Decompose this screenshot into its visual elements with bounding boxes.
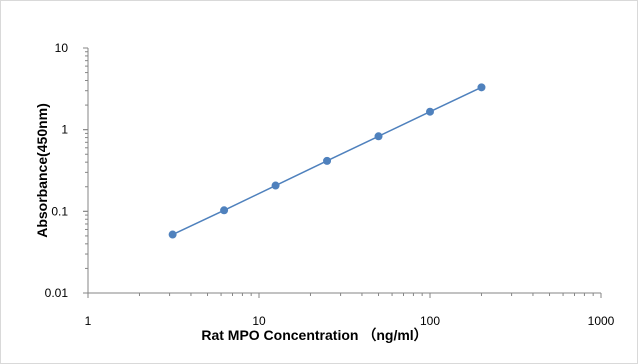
y-tick-label: 1 xyxy=(61,123,68,137)
data-point xyxy=(477,83,486,92)
x-axis-ticks: 1 10 100 1000 xyxy=(85,314,615,328)
data-point xyxy=(426,107,434,116)
axes xyxy=(83,47,602,298)
y-tick-label: 0.01 xyxy=(45,286,69,300)
data-point xyxy=(374,132,383,141)
x-tick-label: 10 xyxy=(252,314,266,328)
data-point xyxy=(271,181,280,190)
data-point xyxy=(220,206,229,215)
data-point xyxy=(168,230,177,239)
x-tick-label: 100 xyxy=(420,314,440,328)
y-axis-title: Absorbance(450nm) xyxy=(34,103,50,238)
x-tick-label: 1 xyxy=(85,314,92,328)
data-point xyxy=(323,156,332,165)
x-axis-title: Rat MPO Concentration （ng/ml） xyxy=(201,327,427,343)
y-axis-ticks: 0.01 0.1 1 10 xyxy=(45,41,69,300)
series-group xyxy=(168,83,486,239)
y-tick-label: 10 xyxy=(55,41,69,55)
x-tick-label: 1000 xyxy=(588,314,615,328)
y-tick-label: 0.1 xyxy=(51,204,68,218)
